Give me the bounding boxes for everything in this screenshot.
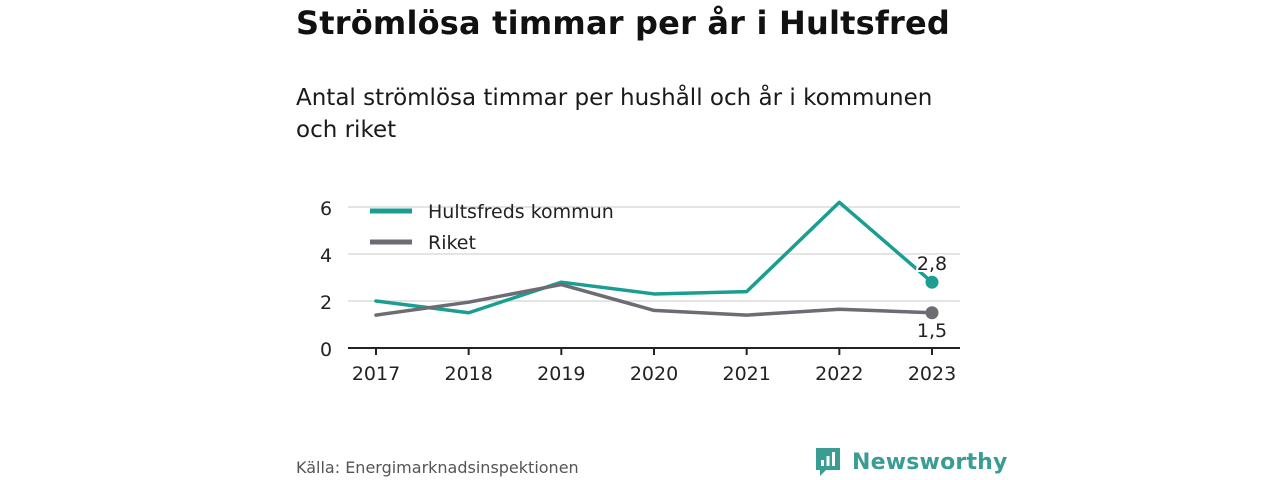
y-tick-label: 0	[320, 339, 332, 361]
x-tick-label: 2018	[444, 363, 492, 385]
series-end-point	[925, 306, 939, 320]
series-lines: 2,8 1,5	[374, 200, 949, 344]
series-end-label: 1,5	[917, 320, 947, 342]
series-line-riket	[374, 282, 934, 317]
series-end-label: 2,8	[917, 253, 947, 275]
x-tick-label: 2021	[722, 363, 770, 385]
x-tick-label: 2017	[352, 363, 400, 385]
legend-label: Riket	[428, 232, 476, 254]
chart-subtitle: Antal strömlösa timmar per hushåll och å…	[296, 85, 933, 143]
gridlines	[348, 206, 960, 302]
x-tick-label: 2023	[908, 363, 956, 385]
y-axis-ticks: 0 2 4 6	[320, 198, 332, 361]
series-line-hultsfred	[374, 200, 934, 315]
legend: Hultsfreds kommun Riket	[370, 201, 614, 254]
brand-name: Newsworthy	[852, 449, 1008, 475]
y-tick-label: 4	[320, 245, 332, 267]
legend-label: Hultsfreds kommun	[428, 201, 614, 223]
chart-title: Strömlösa timmar per år i Hultsfred	[296, 4, 950, 42]
y-tick-label: 2	[320, 292, 332, 314]
newsworthy-logo-icon	[816, 448, 840, 476]
y-tick-label: 6	[320, 198, 332, 220]
x-tick-label: 2022	[815, 363, 863, 385]
line-chart: 0 2 4 6 2017 2018 2019 2020 2021 2022 2023 2,8 1,5…	[320, 198, 960, 385]
x-tick-label: 2019	[537, 363, 585, 385]
x-tick-label: 2020	[630, 363, 678, 385]
source-note: Källa: Energimarknadsinspektionen	[296, 458, 579, 477]
series-end-point	[925, 275, 939, 289]
x-axis: 2017 2018 2019 2020 2021 2022 2023	[348, 347, 960, 385]
brand-logo: Newsworthy	[814, 446, 1008, 478]
